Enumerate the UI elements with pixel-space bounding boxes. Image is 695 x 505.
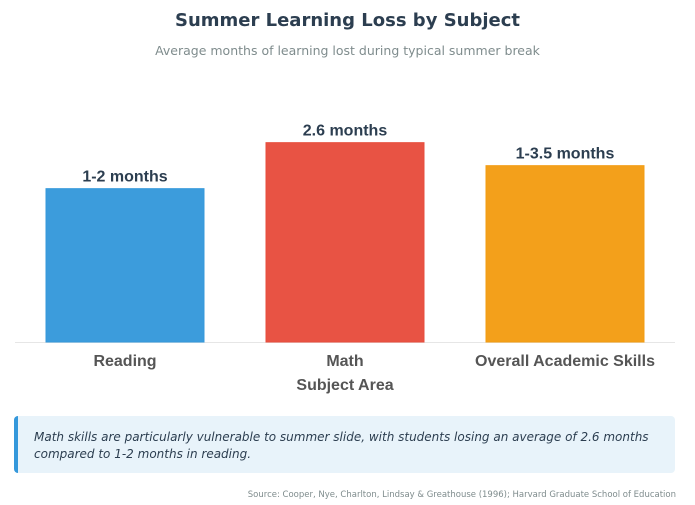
bar-1 [45,188,205,343]
data-label-3: 1-3.5 months [516,146,615,163]
chart-title: Summer Learning Loss by Subject [174,10,521,31]
x-axis-title: Subject Area [296,377,393,394]
data-label-1: 1-2 months [82,169,167,186]
insight-callout: Math skills are particularly vulnerable … [14,416,675,473]
x-tick-label-2: Math [326,353,363,370]
x-tick-label-3: Overall Academic Skills [475,353,655,370]
chart-subtitle: Average months of learning lost during t… [155,43,540,58]
bar-2 [265,142,425,343]
bar-3 [485,165,645,343]
insight-text: Math skills are particularly vulnerable … [34,430,649,461]
source-note: Source: Cooper, Nye, Charlton, Lindsay &… [247,490,676,500]
x-tick-label-1: Reading [93,353,156,370]
bar-chart: 1-2 months Reading 2.6 months Math 1-3.5 mon… [15,123,675,394]
data-label-2: 2.6 months [303,123,388,140]
